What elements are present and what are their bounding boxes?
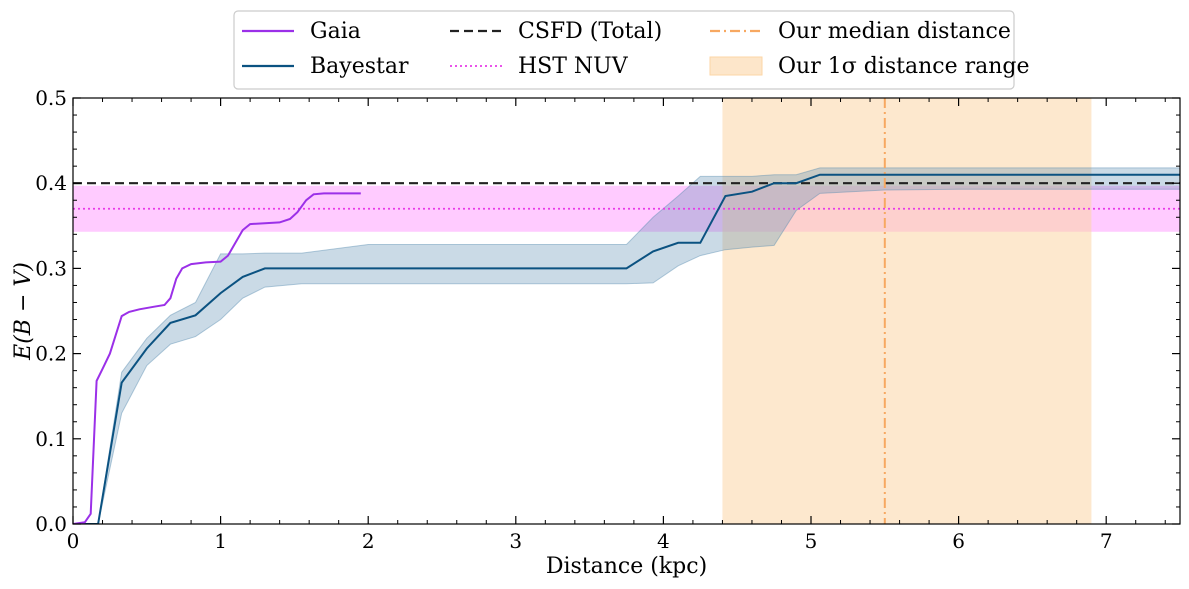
legend-swatch [709, 56, 763, 76]
lines-layer [73, 98, 1180, 524]
legend-box [233, 10, 1015, 90]
y-tick-label: 0.1 [35, 427, 67, 451]
legend-label: HST NUV [518, 54, 629, 79]
x-tick-label: 6 [952, 529, 965, 553]
distance-range-band [722, 98, 1092, 524]
plot-frame [72, 97, 1181, 525]
legend-item-gaia: Gaia [242, 19, 361, 44]
x-tick-label: 0 [67, 529, 80, 553]
legend-item-median-distance: Our median distance [710, 19, 1011, 44]
legend-label: Gaia [310, 19, 361, 44]
x-tick-label: 4 [657, 529, 670, 553]
legend-item-distance-range: Our 1σ distance range [709, 54, 1030, 79]
legend: Gaia Bayestar CSFD (Total) HST NUV Our media… [233, 10, 1030, 90]
x-tick-label: 7 [1100, 529, 1113, 553]
gaia-line [73, 192, 361, 524]
x-tick-label: 3 [509, 529, 522, 553]
legend-label: Bayestar [310, 54, 409, 79]
y-tick-label: 0.3 [35, 256, 67, 280]
legend-item-csfd: CSFD (Total) [450, 19, 662, 44]
bayestar-line [73, 173, 1180, 524]
legend-label: Our 1σ distance range [778, 54, 1030, 79]
legend-item-hst-nuv: HST NUV [450, 54, 629, 79]
bayestar-uncertainty-band [73, 167, 1180, 524]
bands-layer [73, 98, 1180, 524]
x-tick-label: 2 [362, 529, 375, 553]
y-axis-label: E(B − V) [11, 262, 36, 361]
x-axis-label: Distance (kpc) [546, 554, 707, 579]
tick-labels-layer: 0 1 2 3 4 5 6 7 0.0 0.1 0.2 0.3 0.4 0.5 [35, 86, 1112, 553]
legend-label: Our median distance [778, 19, 1011, 44]
y-tick-label: 0.0 [35, 512, 67, 536]
legend-label: CSFD (Total) [518, 19, 662, 44]
legend-item-bayestar: Bayestar [242, 54, 409, 79]
ticks-layer [72, 97, 1180, 525]
y-tick-label: 0.4 [35, 171, 67, 195]
x-tick-label: 1 [214, 529, 227, 553]
y-tick-label: 0.2 [35, 342, 67, 366]
y-tick-label: 0.5 [35, 86, 67, 110]
x-tick-label: 5 [805, 529, 818, 553]
